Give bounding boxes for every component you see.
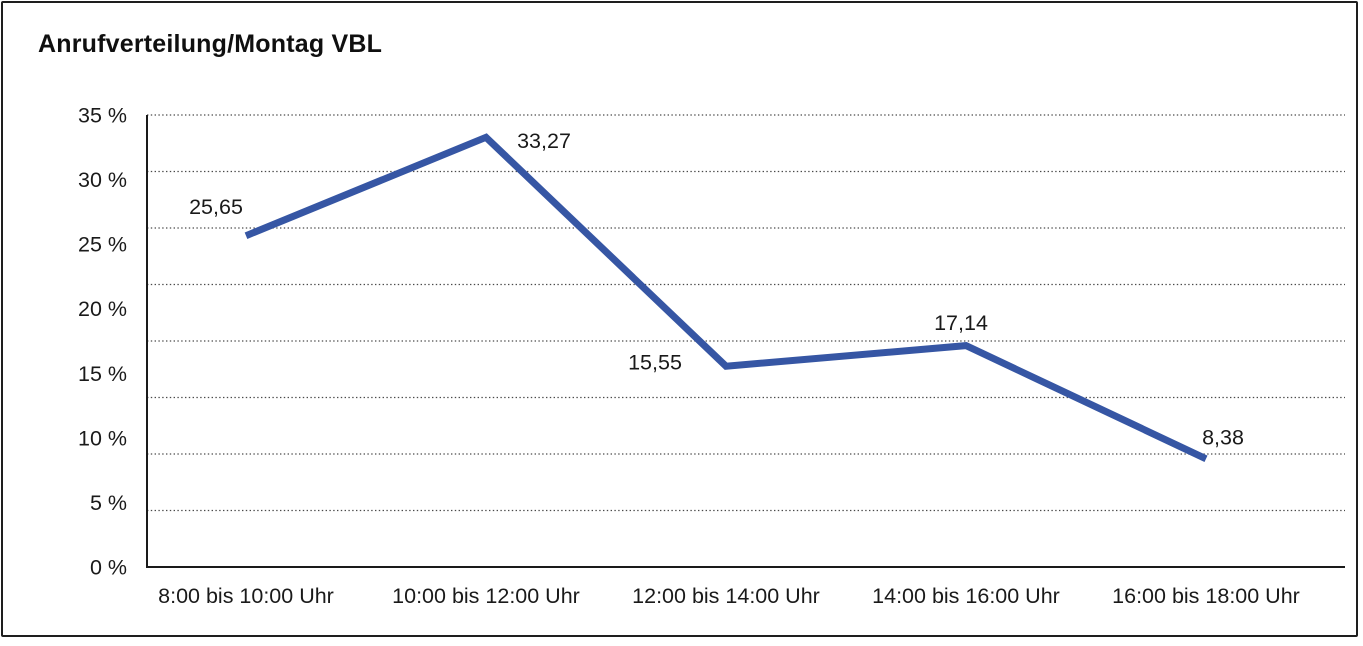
chart-title: Anrufverteilung/Montag VBL bbox=[38, 30, 383, 58]
point-label: 33,27 bbox=[517, 129, 571, 153]
point-label: 17,14 bbox=[934, 311, 988, 335]
y-tick-label: 25 % bbox=[78, 233, 127, 257]
point-label: 8,38 bbox=[1202, 425, 1244, 449]
y-tick-label: 0 % bbox=[90, 556, 127, 580]
x-tick-label: 14:00 bis 16:00 Uhr bbox=[872, 584, 1060, 608]
data-line bbox=[244, 133, 1208, 462]
y-tick-label: 35 % bbox=[78, 104, 127, 128]
y-tick-label: 20 % bbox=[78, 297, 127, 321]
x-tick-label: 10:00 bis 12:00 Uhr bbox=[392, 584, 580, 608]
y-tick-label: 10 % bbox=[78, 426, 127, 450]
x-tick-label: 8:00 bis 10:00 Uhr bbox=[158, 584, 334, 608]
y-tick-label: 5 % bbox=[90, 491, 127, 515]
x-tick-label: 16:00 bis 18:00 Uhr bbox=[1112, 584, 1300, 608]
point-label: 25,65 bbox=[189, 195, 243, 219]
y-tick-label: 15 % bbox=[78, 362, 127, 386]
x-tick-label: 12:00 bis 14:00 Uhr bbox=[632, 584, 820, 608]
y-tick-label: 30 % bbox=[78, 168, 127, 192]
point-label: 15,55 bbox=[628, 351, 682, 375]
